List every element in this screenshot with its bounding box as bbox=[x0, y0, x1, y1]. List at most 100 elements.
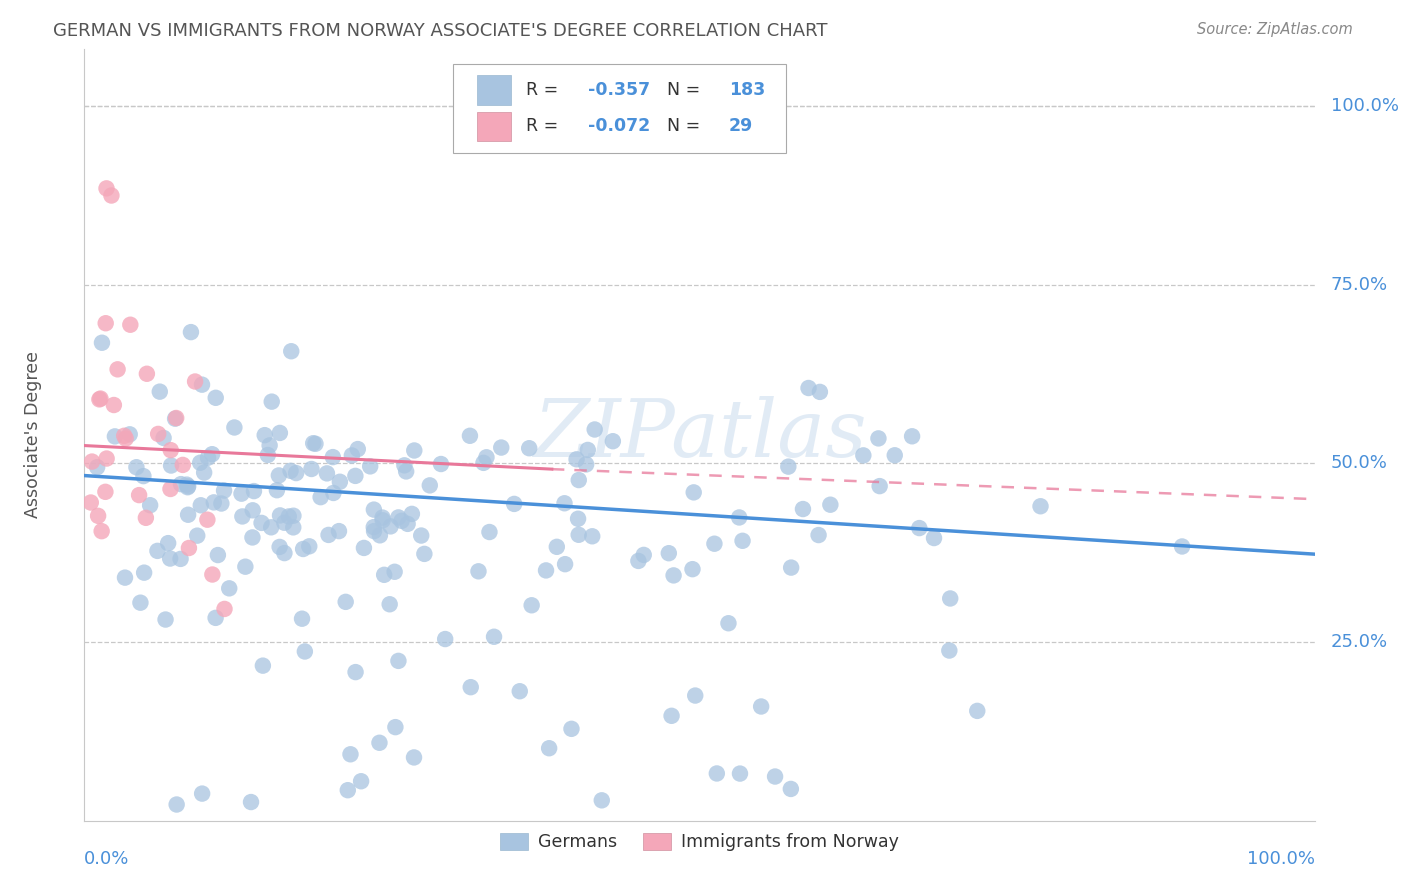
Point bbox=[717, 616, 740, 631]
Point bbox=[328, 524, 350, 538]
Point bbox=[172, 458, 194, 472]
Text: 0.0%: 0.0% bbox=[84, 850, 129, 868]
Text: 100.0%: 100.0% bbox=[1247, 850, 1315, 868]
Point bbox=[256, 448, 278, 462]
Point bbox=[169, 552, 191, 566]
Point bbox=[662, 568, 685, 582]
Point bbox=[419, 478, 441, 492]
Text: R =: R = bbox=[526, 117, 564, 136]
Point bbox=[363, 524, 385, 538]
Point bbox=[114, 571, 136, 585]
Point bbox=[413, 547, 436, 561]
Text: 75.0%: 75.0% bbox=[1330, 276, 1388, 293]
Point bbox=[266, 483, 288, 498]
Text: 29: 29 bbox=[730, 117, 754, 136]
Text: 100.0%: 100.0% bbox=[1330, 97, 1399, 115]
Point bbox=[129, 596, 152, 610]
Point bbox=[135, 511, 157, 525]
Point bbox=[180, 325, 202, 339]
Text: 50.0%: 50.0% bbox=[1330, 454, 1388, 473]
Point bbox=[868, 431, 890, 445]
Point bbox=[706, 766, 728, 780]
Point bbox=[96, 451, 118, 466]
Point bbox=[901, 429, 924, 443]
Point bbox=[152, 431, 174, 445]
Point bbox=[395, 465, 418, 479]
Point bbox=[159, 551, 181, 566]
Point bbox=[411, 528, 433, 542]
Text: -0.357: -0.357 bbox=[588, 81, 650, 99]
Point bbox=[114, 432, 136, 446]
Point bbox=[869, 479, 891, 493]
Point bbox=[404, 443, 426, 458]
Point bbox=[380, 519, 402, 533]
Point bbox=[260, 394, 283, 409]
Point bbox=[560, 722, 582, 736]
Point bbox=[190, 498, 212, 512]
Point bbox=[371, 510, 394, 524]
Point bbox=[938, 643, 960, 657]
Point bbox=[534, 563, 557, 577]
Point bbox=[165, 411, 187, 425]
Point bbox=[112, 429, 135, 443]
Point bbox=[322, 486, 344, 500]
Point bbox=[778, 459, 800, 474]
Point bbox=[434, 632, 457, 646]
Point bbox=[368, 736, 391, 750]
Point bbox=[939, 591, 962, 606]
Point bbox=[176, 480, 198, 494]
Point bbox=[749, 699, 772, 714]
Point bbox=[148, 426, 170, 441]
Point bbox=[581, 529, 603, 543]
Point bbox=[728, 766, 751, 780]
Point bbox=[259, 438, 281, 452]
Point bbox=[207, 548, 229, 562]
Point bbox=[661, 708, 683, 723]
Point bbox=[283, 508, 305, 523]
Point bbox=[363, 520, 385, 534]
Point bbox=[204, 391, 226, 405]
Point bbox=[402, 750, 425, 764]
Point bbox=[475, 450, 498, 465]
Text: Source: ZipAtlas.com: Source: ZipAtlas.com bbox=[1197, 22, 1353, 37]
Point bbox=[285, 466, 308, 480]
Point bbox=[204, 611, 226, 625]
Point bbox=[90, 524, 112, 538]
Point bbox=[94, 316, 117, 330]
Point bbox=[201, 567, 224, 582]
Point bbox=[242, 531, 264, 545]
Point bbox=[191, 787, 214, 801]
Point bbox=[302, 436, 325, 450]
Text: GERMAN VS IMMIGRANTS FROM NORWAY ASSOCIATE'S DEGREE CORRELATION CHART: GERMAN VS IMMIGRANTS FROM NORWAY ASSOCIA… bbox=[53, 22, 828, 40]
Point bbox=[509, 684, 531, 698]
Point bbox=[177, 541, 200, 555]
Point bbox=[250, 516, 273, 530]
Point bbox=[478, 524, 501, 539]
Point bbox=[165, 411, 187, 425]
Point bbox=[567, 512, 589, 526]
Point bbox=[387, 654, 409, 668]
Text: N =: N = bbox=[668, 81, 706, 99]
Point bbox=[146, 544, 169, 558]
Point bbox=[89, 392, 111, 406]
Point bbox=[820, 498, 842, 512]
Point bbox=[591, 793, 613, 807]
Point bbox=[157, 536, 180, 550]
Point bbox=[218, 582, 240, 596]
Point bbox=[922, 531, 945, 545]
Point bbox=[177, 479, 200, 493]
Point bbox=[346, 442, 368, 456]
Point bbox=[125, 460, 148, 475]
Point bbox=[291, 612, 314, 626]
Point bbox=[103, 398, 125, 412]
Point bbox=[104, 429, 127, 443]
Point bbox=[339, 747, 361, 762]
Point bbox=[460, 680, 482, 694]
Point bbox=[91, 335, 114, 350]
Point bbox=[120, 318, 142, 332]
Point bbox=[212, 483, 235, 498]
Point bbox=[384, 565, 406, 579]
Point bbox=[80, 454, 103, 468]
Point bbox=[128, 488, 150, 502]
Point bbox=[135, 367, 157, 381]
